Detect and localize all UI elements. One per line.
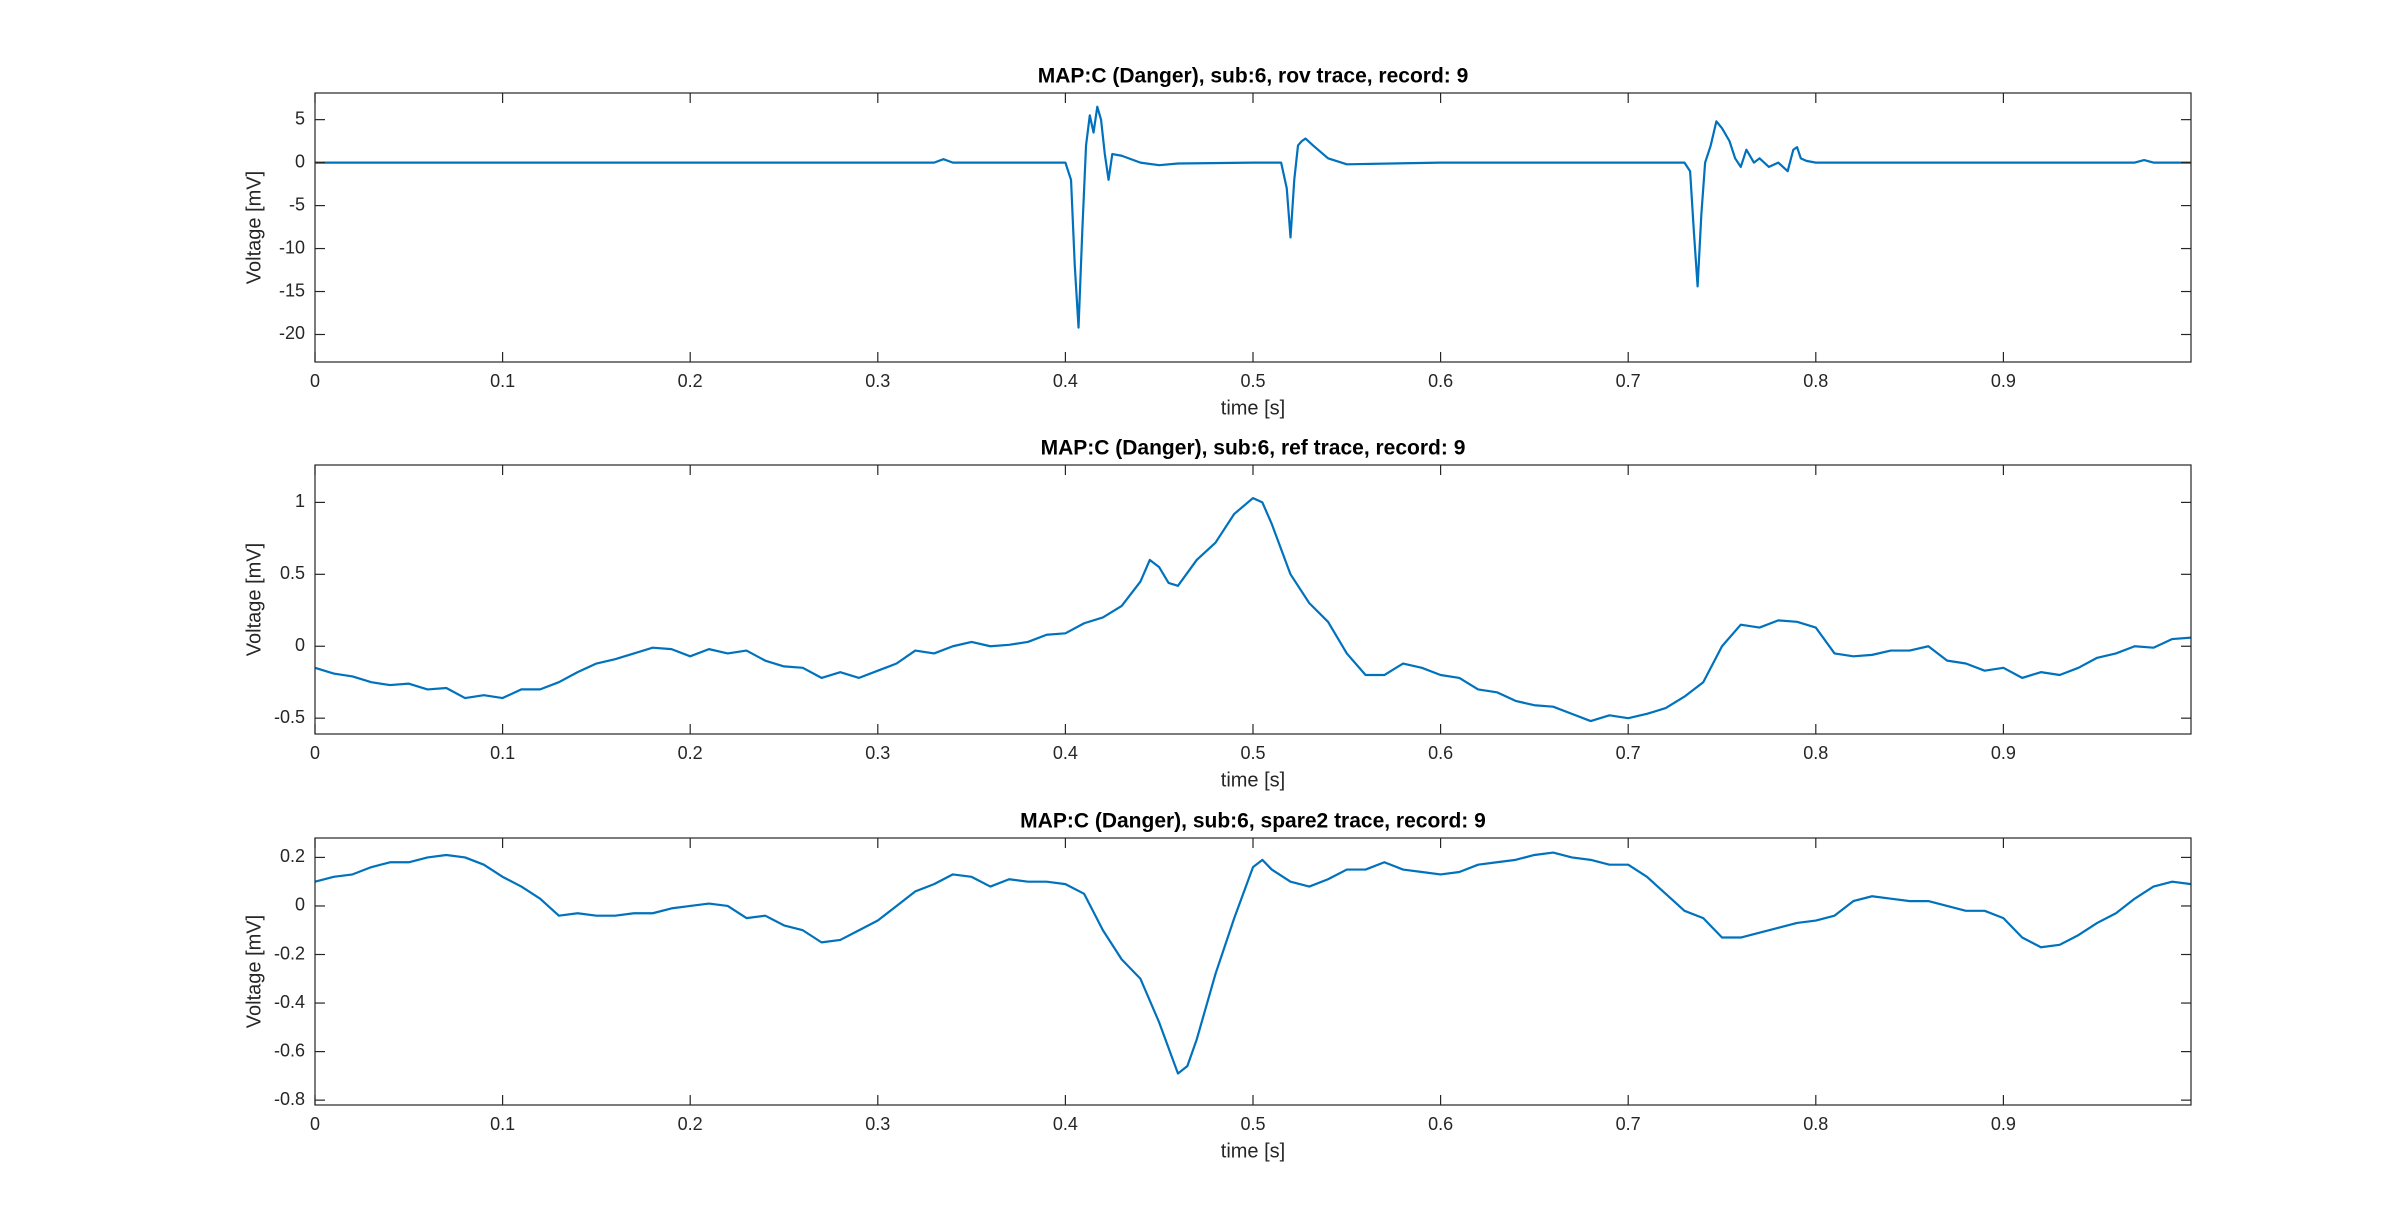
y-tick-label: -15 (279, 280, 305, 300)
y-axis-label: Voltage [mV] (243, 171, 265, 284)
x-axis-label: time [s] (1221, 769, 1285, 791)
trace-line (314, 496, 2192, 723)
x-tick-label: 0.3 (865, 1114, 890, 1134)
chart-title: MAP:C (Danger), sub:6, rov trace, record… (1038, 65, 1469, 88)
y-tick-label: 0 (295, 151, 305, 171)
y-tick-label: 1 (295, 491, 305, 511)
x-tick-label: 0.9 (1991, 371, 2016, 391)
trace-line (315, 105, 2191, 329)
x-tick-label: 0.8 (1803, 1114, 1828, 1134)
x-tick-label: 0.7 (1616, 371, 1641, 391)
y-tick-label: 5 (295, 108, 305, 128)
x-tick-label: 0 (310, 743, 320, 763)
x-tick-label: 0.7 (1616, 743, 1641, 763)
y-tick-label: -0.5 (274, 707, 305, 727)
x-tick-label: 0.1 (490, 743, 515, 763)
chart-title: MAP:C (Danger), sub:6, spare2 trace, rec… (1020, 810, 1486, 833)
x-tick-label: 0.9 (1991, 743, 2016, 763)
chart-title: MAP:C (Danger), sub:6, ref trace, record… (1041, 437, 1466, 460)
x-tick-label: 0.6 (1428, 743, 1453, 763)
x-tick-label: 0.2 (678, 1114, 703, 1134)
y-tick-label: -0.6 (274, 1040, 305, 1060)
y-axis-label: Voltage [mV] (243, 915, 265, 1028)
y-tick-label: 0.2 (280, 846, 305, 866)
x-axis-label: time [s] (1221, 397, 1285, 419)
y-tick-label: -20 (279, 323, 305, 343)
axes-background (315, 465, 2191, 734)
axes-background (315, 93, 2191, 362)
x-tick-label: 0.6 (1428, 371, 1453, 391)
y-tick-label: -0.2 (274, 943, 305, 963)
x-tick-label: 0.8 (1803, 371, 1828, 391)
y-tick-label: -0.8 (274, 1089, 305, 1109)
y-tick-label: 0 (295, 895, 305, 915)
x-tick-label: 0.5 (1240, 1114, 1265, 1134)
axes-background (315, 838, 2191, 1105)
x-tick-label: 0.5 (1240, 743, 1265, 763)
x-tick-label: 0.5 (1240, 371, 1265, 391)
x-tick-label: 0.2 (678, 743, 703, 763)
x-tick-label: 0.9 (1991, 1114, 2016, 1134)
x-axis-label: time [s] (1221, 1140, 1285, 1162)
y-tick-label: 0 (295, 635, 305, 655)
x-tick-label: 0.1 (490, 1114, 515, 1134)
y-tick-label: -5 (289, 194, 305, 214)
x-tick-label: 0.8 (1803, 743, 1828, 763)
y-axis-label: Voltage [mV] (243, 543, 265, 656)
y-tick-label: 0.5 (280, 563, 305, 583)
x-tick-label: 0.2 (678, 371, 703, 391)
x-tick-label: 0.1 (490, 371, 515, 391)
x-tick-label: 0.6 (1428, 1114, 1453, 1134)
trace-line (314, 851, 2192, 1075)
x-tick-label: 0.4 (1053, 1114, 1078, 1134)
x-tick-label: 0.3 (865, 371, 890, 391)
y-tick-label: -10 (279, 237, 305, 257)
x-tick-label: 0 (310, 1114, 320, 1134)
y-tick-label: -0.4 (274, 992, 305, 1012)
x-tick-label: 0.7 (1616, 1114, 1641, 1134)
x-tick-label: 0 (310, 371, 320, 391)
x-tick-label: 0.4 (1053, 743, 1078, 763)
x-tick-label: 0.4 (1053, 371, 1078, 391)
x-tick-label: 0.3 (865, 743, 890, 763)
